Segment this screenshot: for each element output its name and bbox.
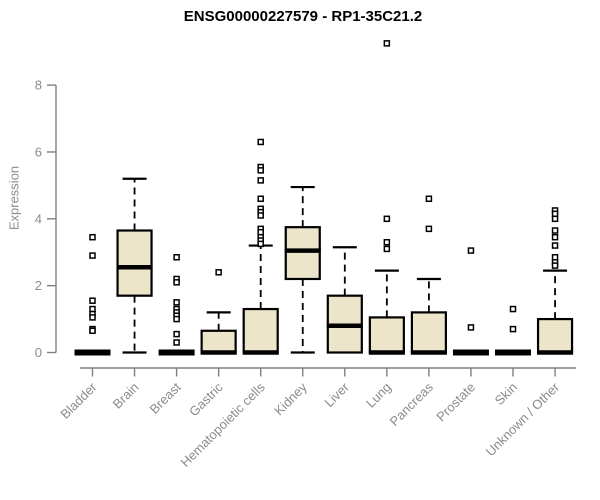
outlier-point (425, 195, 433, 203)
outlier-point (173, 315, 180, 323)
outlier-point (89, 327, 96, 335)
outlier-point (215, 269, 222, 276)
outlier-point (89, 297, 96, 304)
x-axis-tick-label: Unknown / Other (483, 379, 563, 459)
box (242, 307, 279, 354)
outlier-point (467, 324, 475, 331)
chart-title: ENSG00000227579 - RP1-35C21.2 (183, 8, 423, 25)
outlier-point (551, 233, 559, 241)
x-axis-tick-label: Breast (147, 379, 184, 416)
y-axis-tick-label: 6 (35, 144, 42, 159)
outlier-point (173, 330, 180, 338)
outlier-point (173, 339, 180, 346)
box (116, 229, 153, 297)
outlier-point (257, 177, 264, 184)
y-axis-tick-label: 8 (35, 78, 42, 93)
outlier-point (89, 314, 96, 321)
x-axis-tick-label: Bladder (57, 379, 100, 422)
x-axis-tick-label: Skin (492, 380, 520, 408)
box (410, 311, 447, 354)
outlier-point (257, 212, 264, 219)
outlier-point (551, 262, 559, 269)
outlier-point (383, 238, 391, 246)
outlier-point (173, 299, 180, 306)
outlier-point (551, 215, 559, 223)
outlier-point (257, 228, 264, 236)
box (368, 316, 405, 354)
x-axis-tick-label: Lung (363, 380, 394, 411)
outlier-point (425, 225, 433, 233)
x-axis-tick-label: Pancreas (387, 379, 437, 429)
outlier-point (257, 167, 264, 174)
box (284, 226, 321, 281)
x-axis-tick-label: Gastric (186, 379, 226, 419)
outlier-point (551, 227, 559, 234)
outlier-point (89, 252, 96, 259)
x-axis-tick-label: Kidney (271, 379, 310, 418)
outlier-point (89, 305, 96, 313)
outlier-point (257, 195, 264, 203)
y-axis-tick-label: 4 (35, 211, 42, 226)
x-axis-tick-label: Liver (321, 379, 352, 410)
outlier-point (173, 279, 180, 286)
outlier-point (551, 210, 559, 218)
outlier-point (467, 247, 475, 254)
outlier-point (383, 215, 391, 223)
collapsed-box (495, 349, 531, 356)
outlier-point (257, 138, 264, 146)
x-axis-tick-label: Prostate (433, 380, 478, 425)
collapsed-box (452, 349, 489, 356)
outlier-point (173, 254, 180, 261)
outlier-point (89, 233, 96, 241)
outlier-point (383, 245, 391, 253)
y-axis-tick-label: 2 (35, 278, 42, 293)
y-axis-tick-label: 0 (35, 345, 42, 360)
outlier-point (509, 305, 517, 313)
outlier-point (551, 254, 559, 261)
outlier-point (509, 325, 517, 333)
outlier-point (257, 240, 264, 248)
outlier-point (551, 242, 559, 249)
x-axis-tick-label: Brain (110, 380, 142, 412)
box (200, 329, 237, 354)
outlier-point (383, 40, 391, 47)
collapsed-box (74, 349, 111, 356)
box (536, 317, 574, 354)
collapsed-box (158, 349, 195, 356)
